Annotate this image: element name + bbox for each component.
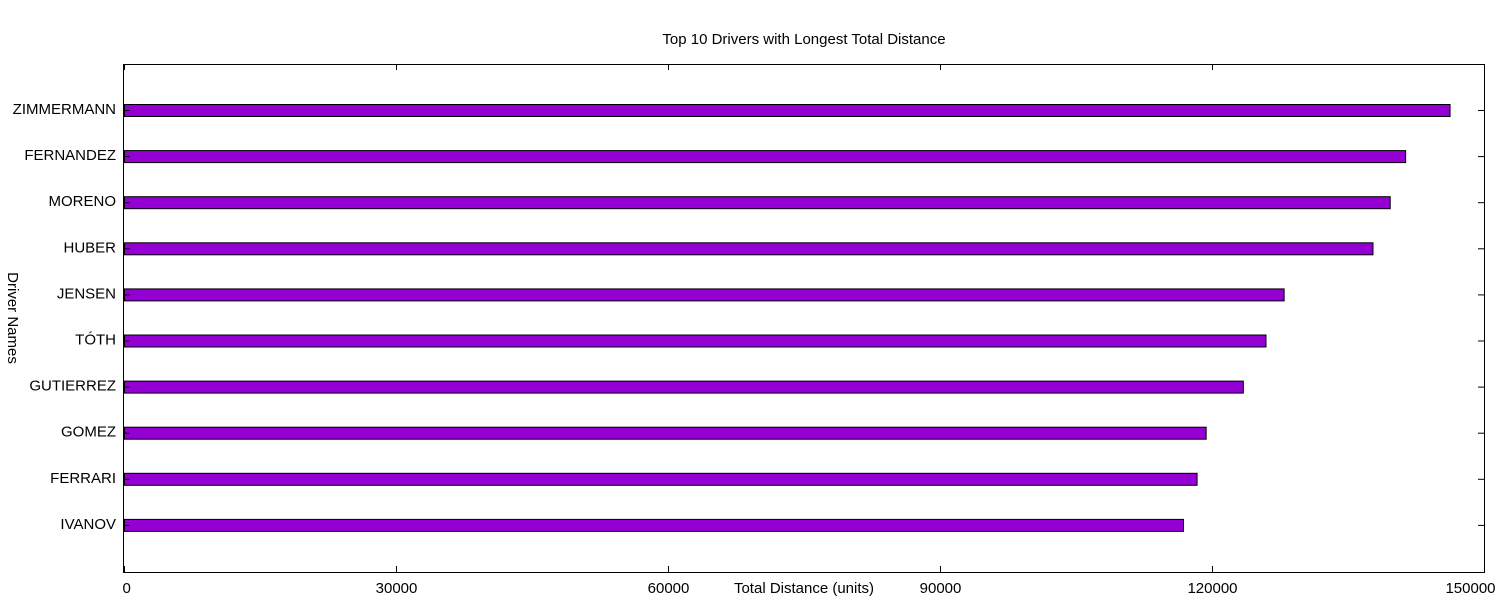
x-tick-label-3: 90000 bbox=[920, 580, 962, 597]
x-tick-label-1: 30000 bbox=[376, 580, 418, 597]
y-tick-label-5: TÓTH bbox=[75, 332, 116, 349]
bar-5 bbox=[124, 334, 1267, 348]
y-tick-label-1: FERNANDEZ bbox=[24, 147, 116, 164]
x-tick-label-4: 120000 bbox=[1187, 580, 1237, 597]
plot-frame bbox=[123, 64, 1485, 573]
y-tick-label-7: GOMEZ bbox=[61, 424, 116, 441]
bars-layer bbox=[124, 104, 1451, 532]
x-tick-label-2: 60000 bbox=[648, 580, 690, 597]
ticks-layer: ZIMMERMANN FERNANDEZ MORENO HUBER JENSEN TÓTH… bbox=[13, 64, 1496, 597]
bar-3 bbox=[124, 242, 1374, 256]
y-axis-label: Driver Names bbox=[4, 272, 21, 364]
bar-0 bbox=[124, 104, 1451, 117]
y-tick-label-8: FERRARI bbox=[50, 470, 116, 487]
bar-9 bbox=[124, 518, 1184, 532]
x-tick-label-0: 0 bbox=[123, 580, 131, 597]
y-tick-label-3: HUBER bbox=[63, 239, 116, 256]
y-tick-label-0: ZIMMERMANN bbox=[13, 101, 116, 118]
x-axis-label: Total Distance (units) bbox=[734, 580, 874, 597]
y-tick-label-2: MORENO bbox=[49, 193, 117, 210]
bar-6 bbox=[124, 380, 1244, 394]
y-tick-label-9: IVANOV bbox=[60, 516, 116, 533]
x-tick-label-5: 150000 bbox=[1445, 580, 1495, 597]
bar-8 bbox=[124, 472, 1198, 486]
bar-7 bbox=[124, 426, 1207, 440]
bar-1 bbox=[124, 150, 1407, 164]
y-tick-label-4: JENSEN bbox=[57, 285, 116, 302]
chart-title: Top 10 Drivers with Longest Total Distan… bbox=[662, 31, 945, 48]
y-tick-label-6: GUTIERREZ bbox=[29, 378, 116, 395]
bar-4 bbox=[124, 288, 1285, 302]
bar-2 bbox=[124, 196, 1391, 210]
